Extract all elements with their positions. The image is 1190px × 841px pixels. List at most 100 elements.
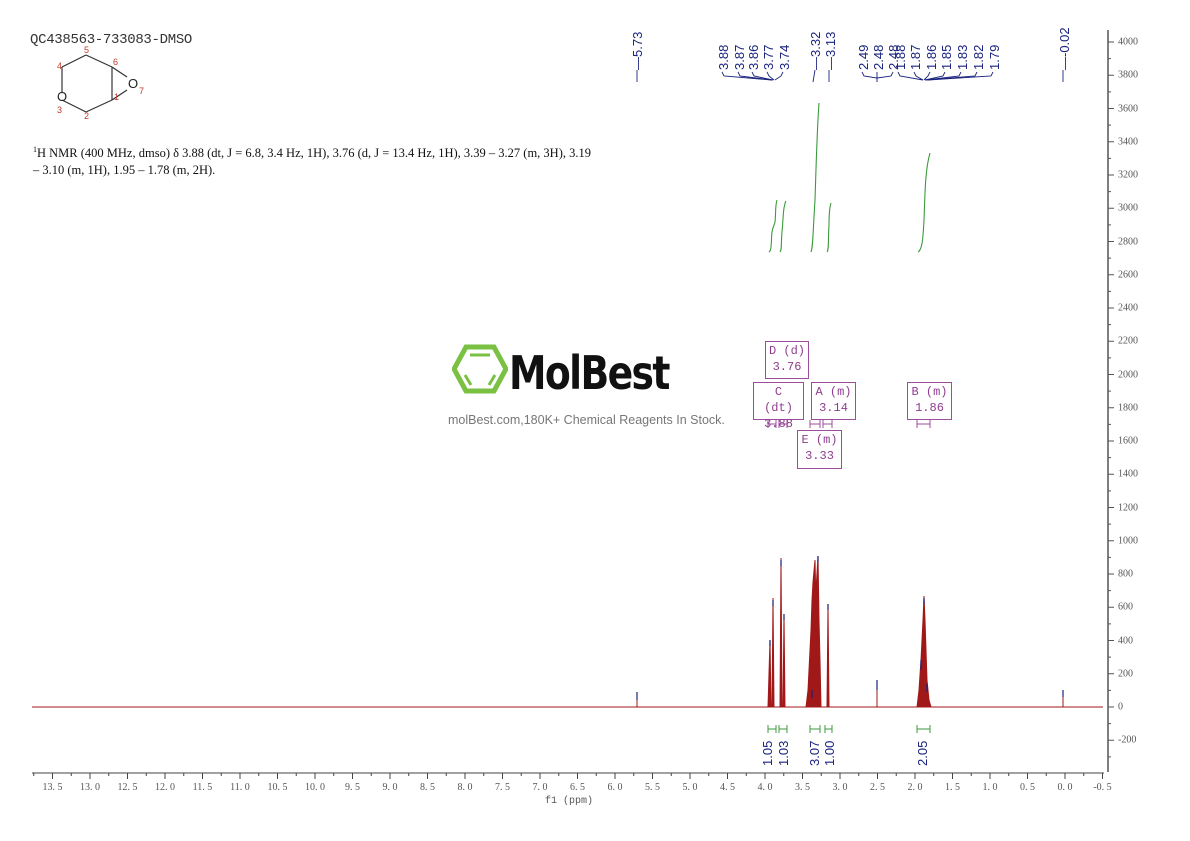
peak-shift-label: 3.74	[777, 44, 792, 70]
multiplet-box-c: C (dt) 3.88	[753, 382, 804, 431]
svg-text:4: 4	[57, 61, 62, 71]
multiplet-box-b: B (m) 1.86	[907, 382, 952, 420]
nmr-description: 1H NMR (400 MHz, dmso) δ 3.88 (dt, J = 6…	[33, 141, 593, 179]
y-tick-label: 1800	[1118, 402, 1138, 414]
y-tick-label: 400	[1118, 635, 1133, 646]
peak-pick-markers	[636, 556, 1064, 700]
y-tick-label: 3800	[1118, 69, 1138, 81]
y-tick-label: 3200	[1118, 169, 1138, 181]
peak-shift-label: —3.13	[823, 31, 838, 70]
peak-shift-label: 2.48	[871, 44, 886, 70]
peak-shift-label: —-0.02	[1057, 27, 1072, 70]
x-tick-label: -0. 5	[1093, 782, 1112, 793]
x-tick-label: 5. 5	[645, 782, 660, 793]
peak-shift-label: —3.32	[808, 31, 823, 70]
x-tick-label: 6. 0	[607, 782, 623, 793]
peak-shift-label: —5.73	[630, 31, 645, 70]
peak-shift-label: 3.88	[716, 44, 731, 70]
x-tick-label: 13. 5	[42, 782, 63, 793]
multiplet-box-a: A (m) 3.14	[811, 382, 856, 420]
nmr-description-text: H NMR (400 MHz, dmso) δ 3.88 (dt, J = 6.…	[33, 146, 591, 178]
molbest-tagline: molBest.com,180K+ Chemical Reagents In S…	[448, 413, 725, 427]
x-tick-label: 8. 5	[420, 782, 435, 793]
x-tick-label: 2. 5	[870, 782, 885, 793]
svg-text:1: 1	[114, 92, 119, 102]
x-tick-label: 12. 0	[155, 782, 175, 793]
multiplet-box-e: E (m) 3.33	[797, 430, 842, 469]
y-tick-label: 4000	[1118, 36, 1138, 48]
x-tick-label: 2. 0	[907, 782, 923, 793]
x-tick-label: 8. 0	[457, 782, 473, 793]
y-tick-label: 1200	[1118, 502, 1138, 513]
y-tick-label: 600	[1118, 601, 1133, 613]
peak-shift-label: 1.85	[939, 44, 954, 70]
spectrum-peaks	[636, 555, 1064, 708]
molbest-hexagon-icon	[452, 344, 508, 394]
x-tick-label: 4. 0	[757, 782, 773, 793]
x-tick-label: 7. 0	[532, 782, 548, 793]
sample-id-title: QC438563-733083-DMSO	[30, 32, 193, 48]
integral-curves	[768, 102, 931, 253]
oxygen-7: O	[128, 76, 138, 91]
x-tick-label: 13. 0	[80, 782, 100, 793]
svg-text:2: 2	[84, 111, 89, 120]
x-tick-label: 3. 5	[795, 782, 810, 793]
multiplet-brackets	[767, 420, 931, 428]
multiplet-box-d: D (d) 3.76	[765, 341, 809, 379]
y-tick-label: 800	[1118, 568, 1133, 580]
y-tick-label: 3400	[1118, 136, 1138, 148]
peak-label-connectors	[636, 69, 1064, 83]
svg-text:6: 6	[113, 57, 118, 67]
svg-text:7: 7	[139, 86, 144, 96]
peak-shift-label: 1.88	[893, 44, 908, 70]
x-tick-label: 10. 0	[305, 782, 325, 793]
integral-value: 1.05	[760, 740, 775, 766]
peak-shift-label: 2.49	[856, 44, 871, 70]
y-tick-label: 2400	[1118, 302, 1138, 314]
peak-shift-label: 1.86	[924, 44, 939, 70]
y-tick-label: 3600	[1118, 103, 1138, 114]
x-axis-ticks	[33, 773, 1103, 779]
y-tick-label: 2200	[1118, 335, 1138, 347]
integral-value: 3.07	[807, 740, 822, 766]
x-tick-label: 7. 5	[495, 782, 510, 793]
integral-value: 1.03	[776, 740, 791, 766]
x-tick-label: 1. 0	[982, 782, 998, 793]
integral-value: 1.00	[822, 740, 837, 766]
x-tick-label: 6. 5	[570, 782, 585, 793]
y-tick-label: 2000	[1118, 369, 1138, 380]
peak-shift-label: 1.87	[908, 44, 923, 70]
y-tick-label: 200	[1118, 668, 1133, 680]
peak-shift-label: 3.87	[732, 44, 747, 70]
x-tick-label: 9. 0	[382, 782, 398, 793]
x-tick-label: 11. 0	[230, 782, 250, 793]
x-tick-label: 12. 5	[117, 782, 138, 793]
x-tick-label: 5. 0	[682, 782, 698, 793]
x-tick-label: 1. 5	[945, 782, 960, 793]
oxygen-3: O	[57, 89, 67, 104]
x-axis-label: f1 (ppm)	[545, 796, 594, 807]
peak-shift-label: 1.83	[955, 44, 970, 70]
x-tick-label: 10. 5	[267, 782, 288, 793]
x-tick-label: 3. 0	[832, 782, 848, 793]
molbest-logo-text: MolBest	[509, 346, 670, 400]
x-tick-label: 0. 0	[1057, 782, 1073, 793]
peak-shift-label: 1.82	[971, 44, 986, 70]
x-tick-label: 0. 5	[1020, 782, 1035, 793]
y-tick-label: 1400	[1118, 468, 1138, 480]
y-tick-label: 1000	[1118, 535, 1138, 547]
peak-shift-label: 3.86	[746, 44, 761, 70]
svg-text:5: 5	[84, 45, 89, 55]
integral-brackets	[767, 725, 931, 733]
peak-shift-label: 1.79	[987, 44, 1002, 70]
nucleus-superscript: 1	[33, 145, 37, 154]
y-tick-label: -200	[1118, 734, 1137, 746]
x-tick-label: 9. 5	[345, 782, 360, 793]
y-tick-label: 2800	[1118, 236, 1138, 247]
y-axis-ticks	[1108, 41, 1114, 758]
x-tick-label: 4. 5	[720, 782, 735, 793]
integral-value: 2.05	[915, 740, 930, 766]
y-tick-label: 2600	[1118, 269, 1138, 281]
y-tick-label: 1600	[1118, 435, 1138, 447]
